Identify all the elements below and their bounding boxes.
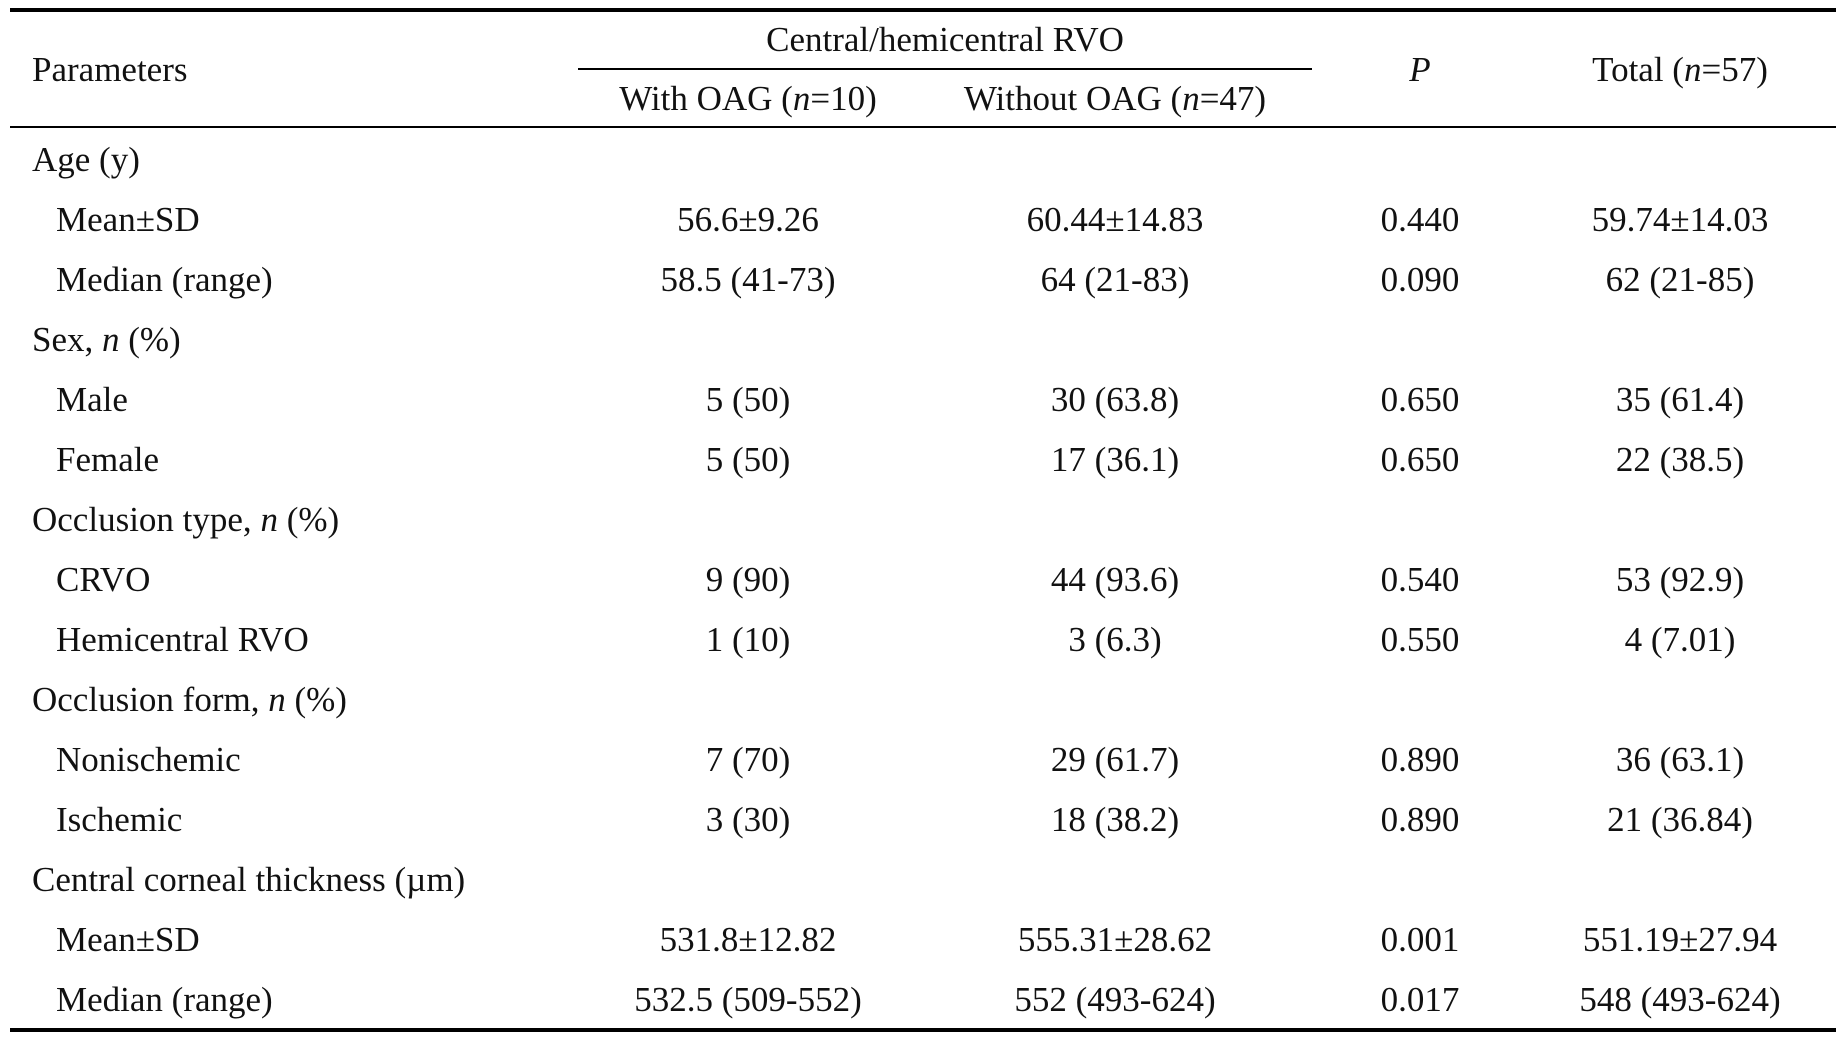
section-title-occlusion-form: Occlusion form, n (%)	[32, 680, 347, 719]
cell-total: 36 (63.1)	[1615, 740, 1745, 779]
cell-without-oag: 18 (38.2)	[1050, 800, 1180, 839]
cell-p-value: 0.650	[1380, 380, 1460, 419]
section-title-sex: Sex, n (%)	[32, 320, 181, 359]
cell-total: 21 (36.84)	[1607, 800, 1753, 839]
row-label: Female	[56, 440, 160, 479]
cell-p-value: 0.440	[1380, 200, 1460, 239]
section-title-occlusion-type: Occlusion type, n (%)	[32, 500, 340, 539]
cell-with-oag: 58.5 (41-73)	[660, 260, 836, 299]
cell-without-oag: 64 (21-83)	[1040, 260, 1190, 299]
section-title-central-corneal-thickness: Central corneal thickness (µm)	[32, 860, 466, 899]
cell-without-oag: 555.31±28.62	[1017, 920, 1213, 959]
row-label: CRVO	[56, 560, 151, 599]
cell-total: 551.19±27.94	[1582, 920, 1778, 959]
cell-without-oag: 3 (6.3)	[1068, 620, 1162, 659]
table-bottom-rule	[10, 1028, 1836, 1032]
cell-total: 53 (92.9)	[1615, 560, 1745, 599]
cell-total: 22 (38.5)	[1615, 440, 1745, 479]
cell-without-oag: 30 (63.8)	[1050, 380, 1180, 419]
cell-total: 4 (7.01)	[1624, 620, 1736, 659]
row-label: Male	[56, 380, 128, 419]
cell-total: 59.74±14.03	[1591, 200, 1769, 239]
cell-p-value: 0.001	[1380, 920, 1460, 959]
row-label: Median (range)	[56, 260, 273, 299]
cell-with-oag: 56.6±9.26	[677, 200, 819, 239]
table-top-rule	[10, 8, 1836, 12]
cell-total: 62 (21-85)	[1605, 260, 1755, 299]
cell-with-oag: 3 (30)	[705, 800, 791, 839]
cell-p-value: 0.550	[1380, 620, 1460, 659]
cell-p-value: 0.017	[1380, 980, 1460, 1019]
header-group-label: Central/hemicentral RVO	[766, 20, 1124, 59]
header-p-value: P	[1409, 50, 1431, 89]
cell-without-oag: 29 (61.7)	[1050, 740, 1180, 779]
cell-with-oag: 532.5 (509-552)	[634, 980, 862, 1019]
cell-with-oag: 1 (10)	[705, 620, 791, 659]
row-label: Ischemic	[56, 800, 183, 839]
header-parameters: Parameters	[32, 50, 188, 89]
cell-with-oag: 531.8±12.82	[659, 920, 837, 959]
row-label: Median (range)	[56, 980, 273, 1019]
header-without-oag: Without OAG (n=47)	[963, 79, 1267, 118]
cell-p-value: 0.540	[1380, 560, 1460, 599]
cell-p-value: 0.090	[1380, 260, 1460, 299]
cell-p-value: 0.890	[1380, 740, 1460, 779]
row-label: Hemicentral RVO	[56, 620, 309, 659]
cell-p-value: 0.890	[1380, 800, 1460, 839]
cell-without-oag: 17 (36.1)	[1050, 440, 1180, 479]
cell-without-oag: 60.44±14.83	[1026, 200, 1204, 239]
cell-with-oag: 5 (50)	[705, 380, 791, 419]
row-label: Nonischemic	[56, 740, 241, 779]
header-with-oag: With OAG (n=10)	[619, 79, 877, 118]
cell-total: 35 (61.4)	[1615, 380, 1745, 419]
cell-p-value: 0.650	[1380, 440, 1460, 479]
header-bottom-rule	[10, 126, 1836, 128]
cell-with-oag: 9 (90)	[705, 560, 791, 599]
cell-without-oag: 552 (493-624)	[1014, 980, 1216, 1019]
group-header-rule	[578, 68, 1312, 70]
section-title-age: Age (y)	[32, 140, 140, 179]
cell-with-oag: 7 (70)	[705, 740, 791, 779]
cell-total: 548 (493-624)	[1579, 980, 1781, 1019]
row-label: Mean±SD	[56, 920, 200, 959]
header-total: Total (n=57)	[1592, 50, 1768, 89]
cell-without-oag: 44 (93.6)	[1050, 560, 1180, 599]
cell-with-oag: 5 (50)	[705, 440, 791, 479]
row-label: Mean±SD	[56, 200, 200, 239]
